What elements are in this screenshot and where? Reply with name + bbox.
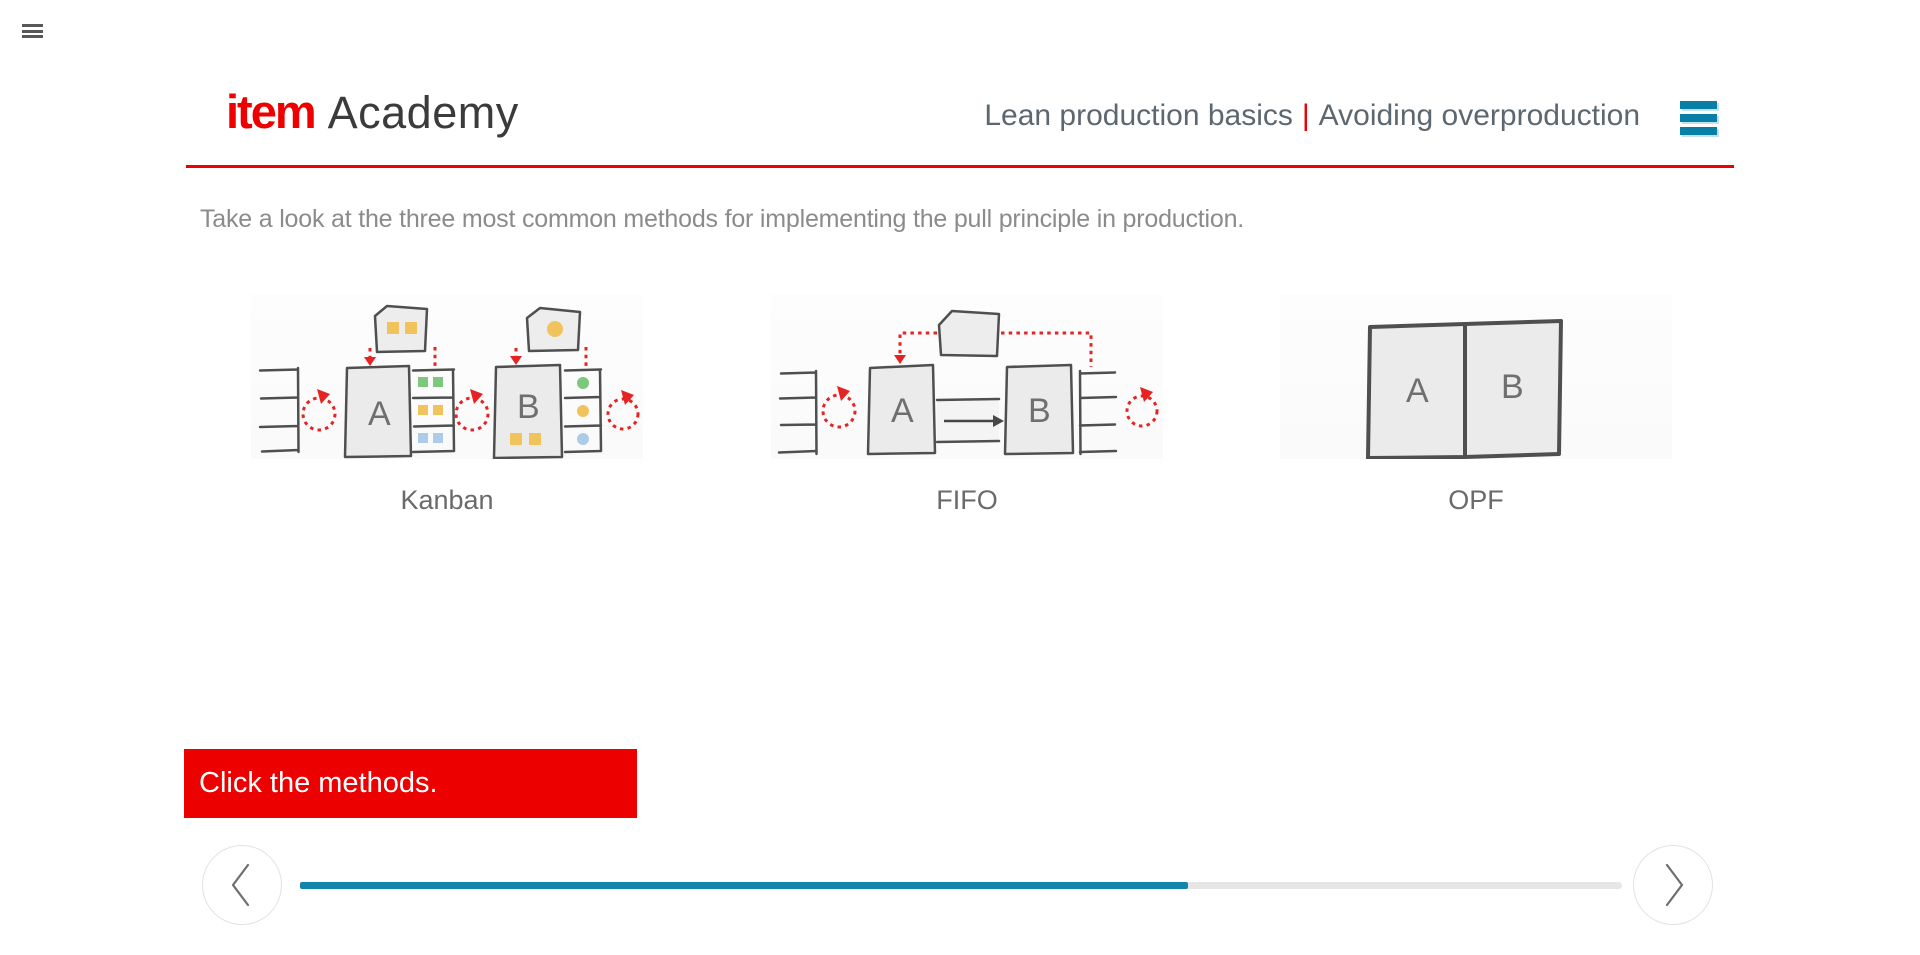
buffer-rack bbox=[563, 368, 603, 454]
signal-arrows bbox=[894, 331, 1093, 367]
logo-brand-text: item bbox=[226, 85, 317, 138]
lesson-title: Avoiding overproduction bbox=[1318, 99, 1640, 132]
method-label: OPF bbox=[1448, 485, 1504, 515]
method-label: FIFO bbox=[936, 485, 998, 515]
station-a: A bbox=[1366, 322, 1467, 459]
kanban-diagram: A B bbox=[251, 294, 643, 459]
hamburger-bar bbox=[22, 29, 43, 33]
shelf-icon bbox=[258, 366, 300, 454]
logo-suffix-text: Academy bbox=[327, 87, 519, 138]
hamburger-bar bbox=[1680, 101, 1717, 109]
cycle-arrow-icon bbox=[606, 390, 640, 431]
progress-fill bbox=[300, 882, 1189, 889]
brand-logo: item Academy bbox=[226, 84, 519, 139]
fifo-diagram: A B bbox=[771, 294, 1163, 459]
lesson-breadcrumb: Lean production basics | Avoiding overprod… bbox=[984, 99, 1640, 133]
method-label: Kanban bbox=[400, 485, 494, 515]
svg-text:A: A bbox=[891, 392, 914, 430]
hamburger-bar bbox=[1680, 127, 1717, 135]
title-separator: | bbox=[1301, 99, 1310, 132]
cycle-arrow-icon bbox=[454, 389, 490, 432]
hamburger-bar bbox=[22, 35, 43, 39]
station-b: B bbox=[1463, 319, 1563, 459]
svg-text:B: B bbox=[517, 388, 540, 426]
kanban-card bbox=[525, 306, 582, 353]
shelf-icon bbox=[777, 369, 818, 456]
method-kanban[interactable]: A B bbox=[251, 294, 643, 516]
opf-diagram: B A bbox=[1280, 294, 1672, 459]
course-title: Lean production basics bbox=[984, 99, 1293, 132]
station-a: A bbox=[343, 364, 413, 459]
progress-bar[interactable] bbox=[300, 882, 1622, 889]
svg-text:A: A bbox=[368, 395, 391, 433]
window-menu-icon[interactable] bbox=[22, 24, 43, 39]
prompt-banner: Click the methods. bbox=[184, 749, 637, 818]
chevron-right-icon bbox=[1665, 863, 1684, 907]
prompt-text: Click the methods. bbox=[199, 767, 438, 799]
cycle-arrow-icon bbox=[1125, 387, 1159, 428]
method-fifo[interactable]: A B bbox=[771, 294, 1163, 516]
prev-button[interactable] bbox=[202, 845, 282, 925]
kanban-card bbox=[937, 309, 1001, 358]
chevron-left-icon bbox=[231, 863, 250, 907]
course-menu-button[interactable] bbox=[1680, 101, 1717, 135]
station-b: B bbox=[492, 363, 564, 459]
cycle-arrow-icon bbox=[301, 389, 337, 432]
fifo-lane bbox=[935, 397, 1004, 444]
shelf-icon bbox=[1078, 369, 1118, 456]
cycle-arrow-icon bbox=[821, 386, 857, 429]
hamburger-bar bbox=[1680, 114, 1717, 122]
instruction-text: Take a look at the three most common met… bbox=[200, 205, 1245, 233]
next-button[interactable] bbox=[1633, 845, 1713, 925]
method-opf[interactable]: B A OPF bbox=[1280, 294, 1672, 516]
svg-text:B: B bbox=[1028, 392, 1051, 430]
station-a: A bbox=[866, 363, 937, 456]
kanban-card bbox=[373, 304, 429, 354]
signal-arrows bbox=[364, 347, 588, 368]
buffer-rack bbox=[411, 368, 456, 454]
station-b: B bbox=[1003, 363, 1075, 456]
svg-text:B: B bbox=[1501, 368, 1524, 406]
header-divider bbox=[186, 165, 1734, 168]
hamburger-bar bbox=[22, 24, 43, 27]
svg-text:A: A bbox=[1406, 372, 1429, 410]
